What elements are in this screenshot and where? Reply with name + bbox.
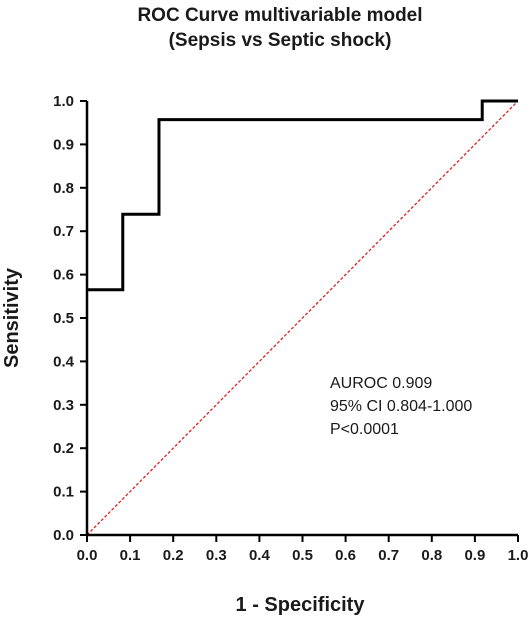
ci-text: 95% CI 0.804-1.000	[330, 398, 472, 415]
x-tick-label: 0.3	[206, 547, 227, 564]
y-tick-label: 0.5	[53, 310, 74, 327]
x-tick-label: 0.6	[335, 547, 356, 564]
chart-title: ROC Curve multivariable model (Sepsis vs…	[137, 5, 422, 51]
chart-title-line-2: (Sepsis vs Septic shock)	[169, 30, 392, 51]
x-tick-label: 0.7	[378, 547, 399, 564]
roc-curve-line	[87, 99, 518, 292]
y-tick-label: 0.3	[53, 397, 74, 414]
x-tick-label: 0.5	[292, 547, 313, 564]
x-tick-label: 0.0	[77, 547, 98, 564]
y-axis-label: Sensitivity	[1, 267, 23, 368]
y-tick-label: 0.2	[53, 440, 74, 457]
x-axis-ticks: 0.0 0.1 0.2 0.3 0.4 0.5 0.6 0.7 0.8 0.9 1.0	[77, 535, 529, 564]
auroc-text: AUROC 0.909	[330, 375, 432, 392]
x-tick-label: 0.8	[421, 547, 442, 564]
roc-curve-layer	[87, 99, 518, 292]
x-tick-label: 0.1	[120, 547, 141, 564]
chart-title-line-1: ROC Curve multivariable model	[137, 5, 422, 26]
x-axis-label: 1 - Specificity	[236, 594, 366, 616]
y-axis-ticks: 0.0 0.1 0.2 0.3 0.4 0.5 0.6 0.7 0.8 0.9 1.0	[53, 93, 87, 544]
reference-diagonal-line	[86, 100, 519, 536]
plot-area: 0.0 0.1 0.2 0.3 0.4 0.5 0.6 0.7 0.8 0.9 1.0 0.0 0.1…	[53, 93, 528, 564]
y-tick-label: 0.4	[53, 353, 75, 370]
y-tick-label: 0.0	[53, 527, 74, 544]
y-tick-label: 0.9	[53, 136, 74, 153]
stats-annotation: AUROC 0.909 95% CI 0.804-1.000 P<0.0001	[330, 375, 472, 438]
y-tick-label: 1.0	[53, 93, 74, 110]
x-tick-label: 0.2	[163, 547, 184, 564]
y-tick-label: 0.6	[53, 267, 74, 284]
p-value-text: P<0.0001	[330, 421, 399, 438]
x-tick-label: 0.9	[464, 547, 485, 564]
reference-line-layer	[86, 100, 519, 536]
x-tick-label: 0.4	[249, 547, 271, 564]
y-tick-label: 0.1	[53, 484, 74, 501]
x-tick-label: 1.0	[508, 547, 529, 564]
y-tick-label: 0.8	[53, 180, 74, 197]
y-tick-label: 0.7	[53, 223, 74, 240]
